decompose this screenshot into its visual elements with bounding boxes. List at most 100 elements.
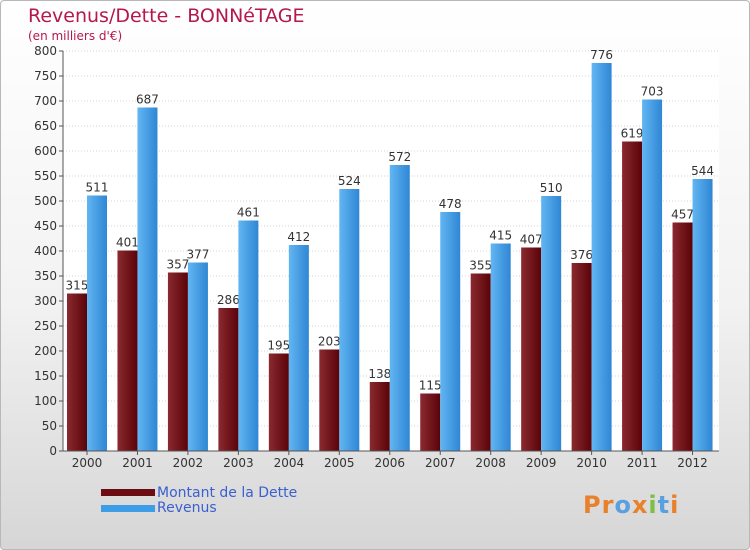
data-label-revenus-2004: 412 xyxy=(287,230,310,244)
data-label-revenus-2002: 377 xyxy=(186,248,209,262)
y-tick-label: 650 xyxy=(34,119,57,133)
data-label-dette-2011: 619 xyxy=(621,127,644,141)
y-tick-label: 300 xyxy=(34,294,57,308)
y-axis: 0 50 100 150 200 250 300 350 400 450 500 550 600 650 7… xyxy=(34,44,64,458)
x-tick-label: 2003 xyxy=(223,456,254,470)
bar-revenus-2011 xyxy=(642,99,663,451)
bar-revenus-2001 xyxy=(137,107,158,451)
chart-subtitle: (en milliers d'€) xyxy=(28,29,123,43)
bar-revenus-2005 xyxy=(339,189,360,451)
bar-dette-2012 xyxy=(672,222,693,451)
bar-revenus-2012 xyxy=(692,179,713,451)
data-label-dette-2005: 203 xyxy=(318,335,341,349)
data-label-dette-2003: 286 xyxy=(217,293,240,307)
bar-dette-2004 xyxy=(268,353,289,451)
bar-revenus-2006 xyxy=(389,165,410,451)
bar-dette-2011 xyxy=(622,141,643,451)
data-label-dette-2010: 376 xyxy=(570,248,593,262)
logo-letter: o xyxy=(614,491,632,519)
bar-dette-2003 xyxy=(218,308,239,451)
x-tick-label: 2005 xyxy=(324,456,355,470)
bar-dette-2009 xyxy=(521,247,542,451)
y-tick-label: 150 xyxy=(34,369,57,383)
bar-revenus-2010 xyxy=(591,63,612,451)
bar-dette-2006 xyxy=(369,382,390,451)
y-tick-label: 550 xyxy=(34,169,57,183)
data-label-revenus-2011: 703 xyxy=(641,85,664,99)
bar-dette-2008 xyxy=(470,273,491,451)
data-label-revenus-2012: 544 xyxy=(691,164,714,178)
legend-label-revenus: Revenus xyxy=(157,500,217,516)
y-tick-label: 50 xyxy=(42,419,57,433)
data-label-revenus-2006: 572 xyxy=(388,150,411,164)
logo-letter: P xyxy=(583,491,602,519)
y-tick-label: 400 xyxy=(34,244,57,258)
logo-letter: i xyxy=(670,491,680,519)
logo-letter: t xyxy=(657,491,671,519)
proxiti-logo: Proxiti xyxy=(583,491,679,519)
y-tick-label: 500 xyxy=(34,194,57,208)
data-label-dette-2002: 357 xyxy=(166,258,189,272)
bar-revenus-2000 xyxy=(87,195,107,451)
bar-dette-2002 xyxy=(167,272,188,451)
data-label-revenus-2005: 524 xyxy=(338,174,361,188)
data-label-dette-2007: 115 xyxy=(419,379,442,393)
bar-revenus-2009 xyxy=(541,196,562,451)
x-tick-label: 2000 xyxy=(72,456,103,470)
data-label-dette-2000: 315 xyxy=(66,279,89,293)
chart-title: Revenus/Dette - BONNéTAGE xyxy=(28,5,305,27)
data-label-revenus-2010: 776 xyxy=(590,48,613,62)
y-tick-label: 700 xyxy=(34,94,57,108)
y-tick-label: 800 xyxy=(34,44,57,58)
y-tick-label: 450 xyxy=(34,219,57,233)
bar-revenus-2003 xyxy=(238,220,259,451)
bar-dette-2010 xyxy=(571,263,592,451)
bar-dette-2001 xyxy=(117,250,138,451)
data-label-dette-2004: 195 xyxy=(267,339,290,353)
bar-dette-2000 xyxy=(67,293,87,451)
y-tick-label: 0 xyxy=(49,444,57,458)
data-label-revenus-2008: 415 xyxy=(489,229,512,243)
data-label-revenus-2007: 478 xyxy=(439,197,462,211)
x-tick-label: 2010 xyxy=(576,456,607,470)
y-tick-label: 350 xyxy=(34,269,57,283)
logo-letter: i xyxy=(648,491,658,519)
x-tick-label: 2008 xyxy=(475,456,506,470)
x-tick-label: 2007 xyxy=(425,456,456,470)
x-tick-label: 2011 xyxy=(627,456,658,470)
data-label-revenus-2003: 461 xyxy=(237,206,260,220)
x-tick-label: 2004 xyxy=(274,456,305,470)
legend-swatch-dette xyxy=(101,489,155,496)
data-label-dette-2008: 355 xyxy=(469,259,492,273)
x-tick-label: 2012 xyxy=(677,456,708,470)
x-axis: 2000 2001 2002 2003 2004 2005 2006 2007 2008 2009… xyxy=(63,450,719,470)
data-label-dette-2001: 401 xyxy=(116,236,139,250)
logo-letter: x xyxy=(631,491,649,519)
y-tick-label: 100 xyxy=(34,394,57,408)
x-tick-label: 2006 xyxy=(374,456,405,470)
bar-revenus-2004 xyxy=(288,245,309,451)
bar-revenus-2002 xyxy=(187,262,208,451)
y-tick-label: 750 xyxy=(34,69,57,83)
y-tick-label: 250 xyxy=(34,319,57,333)
bar-dette-2005 xyxy=(319,349,340,451)
data-label-revenus-2001: 687 xyxy=(136,93,159,107)
data-label-dette-2006: 138 xyxy=(368,367,391,381)
legend-label-dette: Montant de la Dette xyxy=(157,485,298,501)
data-label-dette-2009: 407 xyxy=(520,233,543,247)
legend-swatch-revenus xyxy=(101,505,155,512)
bar-dette-2007 xyxy=(420,393,441,451)
y-tick-label: 200 xyxy=(34,344,57,358)
logo-letter: r xyxy=(601,491,615,519)
x-tick-label: 2009 xyxy=(526,456,557,470)
x-tick-label: 2002 xyxy=(173,456,204,470)
data-label-revenus-2009: 510 xyxy=(540,181,563,195)
x-tick-label: 2001 xyxy=(122,456,153,470)
y-tick-label: 600 xyxy=(34,144,57,158)
data-label-revenus-2000: 511 xyxy=(86,181,109,195)
bar-revenus-2008 xyxy=(490,243,511,451)
bar-revenus-2007 xyxy=(440,212,461,451)
